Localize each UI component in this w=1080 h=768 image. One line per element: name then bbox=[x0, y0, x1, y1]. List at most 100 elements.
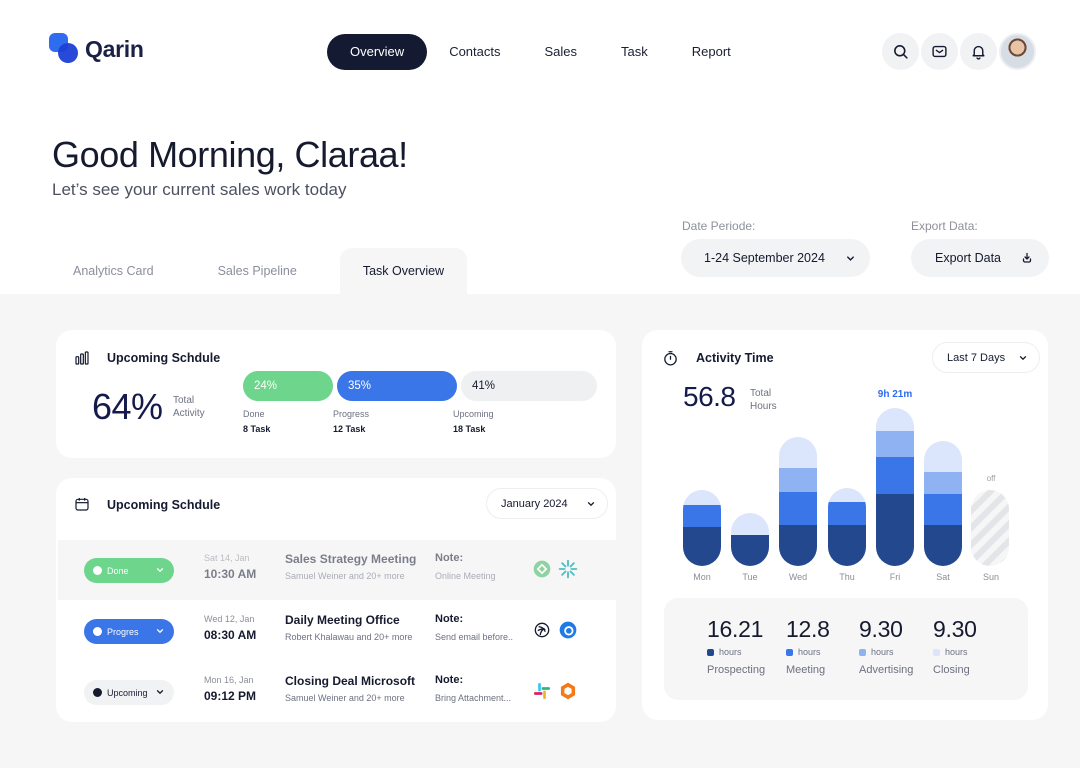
event-note: Online Meeting bbox=[435, 571, 496, 581]
stat-unit: hours bbox=[945, 647, 968, 657]
nav-contacts[interactable]: Contacts bbox=[449, 44, 501, 59]
event-date: Sat 14, Jan bbox=[204, 553, 250, 563]
chevron-down-icon bbox=[1019, 356, 1027, 361]
range-select[interactable]: Last 7 Days bbox=[932, 342, 1040, 373]
month-select-value: January 2024 bbox=[501, 497, 568, 510]
stat-value: 12.8 bbox=[786, 616, 830, 642]
stat-unit: hours bbox=[798, 647, 821, 657]
nav-report[interactable]: Report bbox=[691, 44, 731, 59]
logo-icon bbox=[49, 33, 79, 65]
day-label-wed: Wed bbox=[788, 572, 808, 582]
status-label: Done bbox=[107, 565, 129, 576]
brand-logo[interactable]: Qarin bbox=[49, 33, 144, 65]
tab-analytics-card[interactable]: Analytics Card bbox=[73, 264, 154, 278]
date-period-select[interactable]: 1-24 September 2024 bbox=[681, 239, 870, 277]
schedule-row-2[interactable]: Progres Wed 12, Jan 08:30 AM Daily Meeti… bbox=[58, 601, 616, 661]
check-circle-icon bbox=[93, 566, 102, 575]
event-time: 09:12 PM bbox=[204, 689, 257, 703]
nav-sales[interactable]: Sales bbox=[544, 44, 578, 59]
peak-label: 9h 21m bbox=[877, 389, 913, 400]
month-select[interactable]: January 2024 bbox=[486, 488, 608, 519]
search-icon bbox=[894, 45, 908, 59]
schedule-row-3[interactable]: Upcoming Mon 16, Jan 09:12 PM Closing De… bbox=[58, 662, 616, 722]
bar-segment-advertising bbox=[779, 467, 817, 493]
status-label: Progres bbox=[107, 626, 139, 637]
page-title: Good Morning, Claraa! bbox=[52, 134, 408, 175]
nav-task[interactable]: Task bbox=[621, 44, 648, 59]
bar-segment-prospecting bbox=[924, 525, 962, 566]
bar-segment-prospecting bbox=[779, 525, 817, 566]
stat-value: 16.21 bbox=[707, 616, 764, 642]
bar-tue[interactable] bbox=[731, 513, 769, 566]
bar-segment-meeting bbox=[924, 494, 962, 526]
bar-segment-prospecting bbox=[828, 525, 866, 566]
bar-segment-closing bbox=[683, 490, 721, 505]
app-icons bbox=[532, 559, 578, 579]
notification-button[interactable] bbox=[960, 33, 997, 70]
activity-stats: 16.21 hours Prospecting 12.8 hours Meeti… bbox=[664, 598, 1028, 700]
orange-app-icon bbox=[560, 682, 576, 700]
nav-overview[interactable]: Overview bbox=[327, 34, 428, 70]
bar-segment-prospecting bbox=[731, 535, 769, 566]
event-note: Send email before.. bbox=[435, 632, 514, 642]
search-button[interactable] bbox=[882, 33, 919, 70]
day-label-tue: Tue bbox=[742, 572, 758, 582]
event-note-label: Note: bbox=[435, 613, 464, 625]
event-title: Sales Strategy Meeting bbox=[285, 552, 417, 566]
bar-fri[interactable] bbox=[876, 408, 914, 566]
activity-card-title: Activity Time bbox=[696, 351, 774, 365]
segment-done-value: 8 Task bbox=[243, 424, 271, 434]
schedule-row-1[interactable]: Done Sat 14, Jan 10:30 AM Sales Strategy… bbox=[58, 540, 616, 600]
bar-mon[interactable] bbox=[683, 490, 721, 566]
stat-value: 9.30 bbox=[859, 616, 903, 642]
bar-sun[interactable] bbox=[971, 490, 1009, 566]
stat-unit-row: hours bbox=[786, 647, 830, 657]
event-attendees: Samuel Weiner and 20+ more bbox=[285, 571, 405, 581]
bar-segment-meeting bbox=[683, 504, 721, 528]
burst-icon bbox=[558, 559, 578, 579]
export-data-label: Export Data: bbox=[911, 219, 978, 233]
bar-chart-icon bbox=[75, 351, 89, 365]
bar-segment-advertising bbox=[876, 430, 914, 458]
stat-unit: hours bbox=[871, 647, 894, 657]
segment-progress-value: 12 Task bbox=[333, 424, 366, 434]
user-avatar[interactable] bbox=[999, 33, 1036, 70]
segment-upcoming-value: 18 Task bbox=[453, 424, 486, 434]
segment-done-caption: Done bbox=[243, 409, 265, 419]
segment-progress-bar: 35% bbox=[337, 371, 457, 401]
bar-thu[interactable] bbox=[828, 488, 866, 566]
mail-button[interactable] bbox=[921, 33, 958, 70]
bar-wed[interactable] bbox=[779, 437, 817, 566]
range-select-value: Last 7 Days bbox=[947, 351, 1006, 364]
tab-task-overview[interactable]: Task Overview bbox=[339, 248, 468, 294]
date-period-value: 1-24 September 2024 bbox=[704, 251, 825, 265]
bar-segment-meeting bbox=[828, 502, 866, 525]
brand-name: Qarin bbox=[85, 35, 144, 62]
day-label-thu: Thu bbox=[839, 572, 855, 582]
export-data-button[interactable]: Export Data bbox=[911, 239, 1049, 277]
stat-name: Closing bbox=[933, 664, 970, 676]
legend-swatch bbox=[933, 648, 940, 656]
bar-segment-closing bbox=[828, 488, 866, 503]
day-label-mon: Mon bbox=[693, 572, 711, 582]
progress-icon bbox=[93, 627, 102, 636]
tab-sales-pipeline[interactable]: Sales Pipeline bbox=[217, 264, 297, 278]
off-label: off bbox=[986, 474, 996, 483]
stat-meeting: 12.8 hours Meeting bbox=[786, 616, 830, 676]
event-note-label: Note: bbox=[435, 674, 464, 686]
main-nav: Overview Contacts Sales Task Report bbox=[327, 34, 753, 70]
bar-sat[interactable] bbox=[924, 441, 962, 566]
status-dropdown-done[interactable]: Done bbox=[84, 558, 174, 583]
stat-unit-row: hours bbox=[707, 647, 765, 657]
status-dropdown-upcoming[interactable]: Upcoming bbox=[84, 680, 174, 705]
status-dropdown-progress[interactable]: Progres bbox=[84, 619, 174, 644]
total-activity-percent: 64% bbox=[92, 386, 163, 427]
date-period-label: Date Periode: bbox=[682, 219, 756, 233]
bar-segment-prospecting bbox=[876, 494, 914, 566]
summary-card-title: Upcoming Schdule bbox=[107, 351, 221, 365]
stat-advertising: 9.30 hours Advertising bbox=[859, 616, 913, 676]
event-date: Wed 12, Jan bbox=[204, 614, 255, 624]
slack-icon bbox=[534, 683, 550, 699]
page-subtitle: Let’s see your current sales work today bbox=[52, 180, 347, 199]
day-label-fri: Fri bbox=[889, 572, 901, 582]
